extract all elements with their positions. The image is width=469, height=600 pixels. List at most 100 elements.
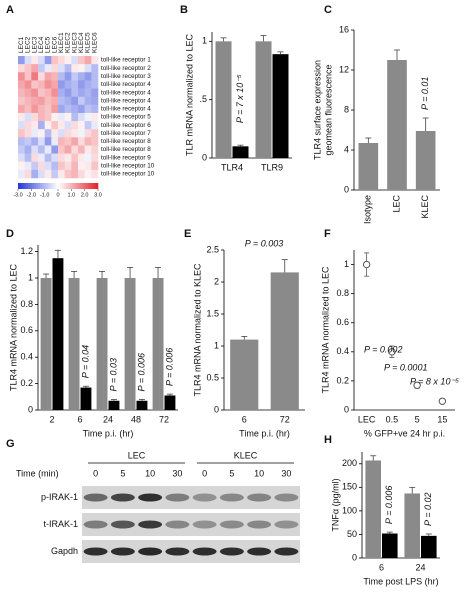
heatmap-cell bbox=[64, 145, 72, 154]
bar bbox=[382, 533, 398, 558]
y-tick-label: 12 bbox=[339, 64, 349, 74]
x-tick-label: 72 bbox=[280, 414, 290, 424]
heatmap-cell bbox=[38, 64, 45, 73]
error-bar bbox=[71, 270, 78, 278]
heatmap-cell bbox=[78, 137, 85, 146]
heatmap-cell bbox=[24, 88, 32, 97]
heatmap-cell bbox=[24, 64, 32, 73]
heatmap-cell bbox=[31, 96, 39, 106]
bar bbox=[255, 41, 272, 159]
colorbar-tick-label: -2.0 bbox=[27, 192, 36, 198]
bar bbox=[232, 146, 249, 158]
colorbar-swatch bbox=[58, 183, 61, 189]
heatmap-cell bbox=[84, 96, 92, 106]
heatmap-cell bbox=[64, 64, 72, 73]
heatmap-cell bbox=[84, 169, 92, 179]
bar bbox=[68, 278, 80, 410]
error-bar bbox=[138, 399, 145, 401]
heatmap-cell bbox=[18, 169, 25, 179]
bar bbox=[124, 278, 136, 410]
colorbar-swatch bbox=[76, 183, 79, 189]
blot-band bbox=[247, 547, 272, 556]
error-bar bbox=[43, 273, 50, 278]
colorbar-swatch bbox=[24, 183, 27, 189]
heatmap-cell bbox=[18, 88, 25, 97]
y-tick-label: 0.8 bbox=[20, 299, 33, 309]
heatmap-cell bbox=[18, 121, 25, 130]
y-tick-label: 16 bbox=[339, 24, 349, 34]
row-label: toll-like receptor 8 bbox=[101, 138, 151, 145]
heatmap-cell bbox=[38, 145, 45, 154]
row-label: toll-like receptor 6 bbox=[101, 122, 151, 129]
row-label: toll-like receptor 5 bbox=[101, 114, 151, 121]
colorbar-swatch bbox=[34, 183, 37, 189]
row-label: toll-like receptor 4 bbox=[101, 89, 151, 96]
heatmap-cell bbox=[44, 129, 52, 138]
heatmap-cell bbox=[58, 145, 65, 154]
point bbox=[413, 381, 421, 389]
annotation: P = 0.03 bbox=[108, 358, 118, 391]
y-tick-label: 4 bbox=[344, 144, 349, 154]
heatmap-cell bbox=[31, 129, 39, 138]
heatmap-cell bbox=[78, 121, 85, 130]
colorbar-swatch bbox=[54, 183, 57, 189]
colorbar-tick-label: 2.0 bbox=[81, 192, 89, 198]
colorbar-swatch bbox=[18, 183, 21, 189]
blot-band bbox=[274, 520, 299, 529]
annotation: P = 0.02 bbox=[423, 493, 433, 526]
heatmap-cell bbox=[84, 137, 92, 146]
bar bbox=[387, 60, 407, 190]
y-tick-label: 1.2 bbox=[20, 246, 33, 256]
heatmap-cell bbox=[71, 64, 79, 73]
column-label: LEC2 bbox=[25, 36, 32, 53]
colorbar-swatch bbox=[20, 183, 23, 189]
heatmap-cell bbox=[44, 161, 52, 171]
heatmap-cell bbox=[38, 104, 45, 114]
bar bbox=[358, 143, 379, 190]
heatmap-cell bbox=[31, 161, 39, 171]
error-bar bbox=[127, 267, 134, 278]
bar bbox=[215, 41, 232, 159]
heatmap-cell bbox=[91, 72, 99, 81]
heatmap-cell bbox=[58, 169, 65, 179]
colorbar-swatch bbox=[28, 183, 31, 189]
y-tick-label: 1 bbox=[214, 340, 219, 350]
colorbar-swatch bbox=[92, 183, 95, 189]
heatmap-cell bbox=[71, 161, 79, 171]
x-tick-label: 24 bbox=[415, 562, 425, 572]
heatmap-cell bbox=[44, 96, 52, 106]
heatmap-cell bbox=[78, 64, 85, 73]
error-bar bbox=[220, 37, 227, 42]
x-tick-label: 0.5 bbox=[386, 414, 399, 424]
x-axis-label: % GFP+ve 24 hr p.i. bbox=[364, 428, 445, 438]
x-tick-label: LEC bbox=[358, 414, 376, 424]
heatmap-cell bbox=[24, 121, 32, 130]
colorbar-tick-label: 1.0 bbox=[68, 192, 76, 198]
colorbar-swatch bbox=[36, 183, 39, 189]
heatmap-cell bbox=[18, 64, 25, 73]
heatmap-cell bbox=[78, 112, 85, 122]
heatmap-cell bbox=[58, 121, 65, 130]
panel-letter: F bbox=[324, 228, 331, 240]
heatmap-cell bbox=[84, 64, 92, 73]
heatmap-cell bbox=[58, 161, 65, 171]
heatmap-cell bbox=[78, 80, 85, 89]
time-label: Time (min) bbox=[16, 468, 59, 478]
error-bar bbox=[166, 393, 173, 396]
heatmap-cell bbox=[44, 153, 52, 163]
error-bar bbox=[422, 117, 429, 131]
heatmap-cell bbox=[38, 129, 45, 138]
heatmap-cell bbox=[51, 72, 59, 81]
y-tick-label: 0 bbox=[344, 184, 349, 194]
bar bbox=[230, 339, 259, 410]
colorbar-swatch bbox=[68, 183, 71, 189]
panel-letter: D bbox=[6, 228, 14, 240]
x-axis-label: Time post LPS (hr) bbox=[363, 576, 438, 586]
colorbar-swatch bbox=[86, 183, 89, 189]
heatmap-cell bbox=[91, 80, 99, 89]
y-tick-label: 0.6 bbox=[20, 325, 33, 335]
blot-band bbox=[138, 520, 163, 529]
heatmap-cell bbox=[18, 80, 25, 89]
heatmap-cell bbox=[71, 72, 79, 81]
heatmap-cell bbox=[78, 96, 85, 106]
